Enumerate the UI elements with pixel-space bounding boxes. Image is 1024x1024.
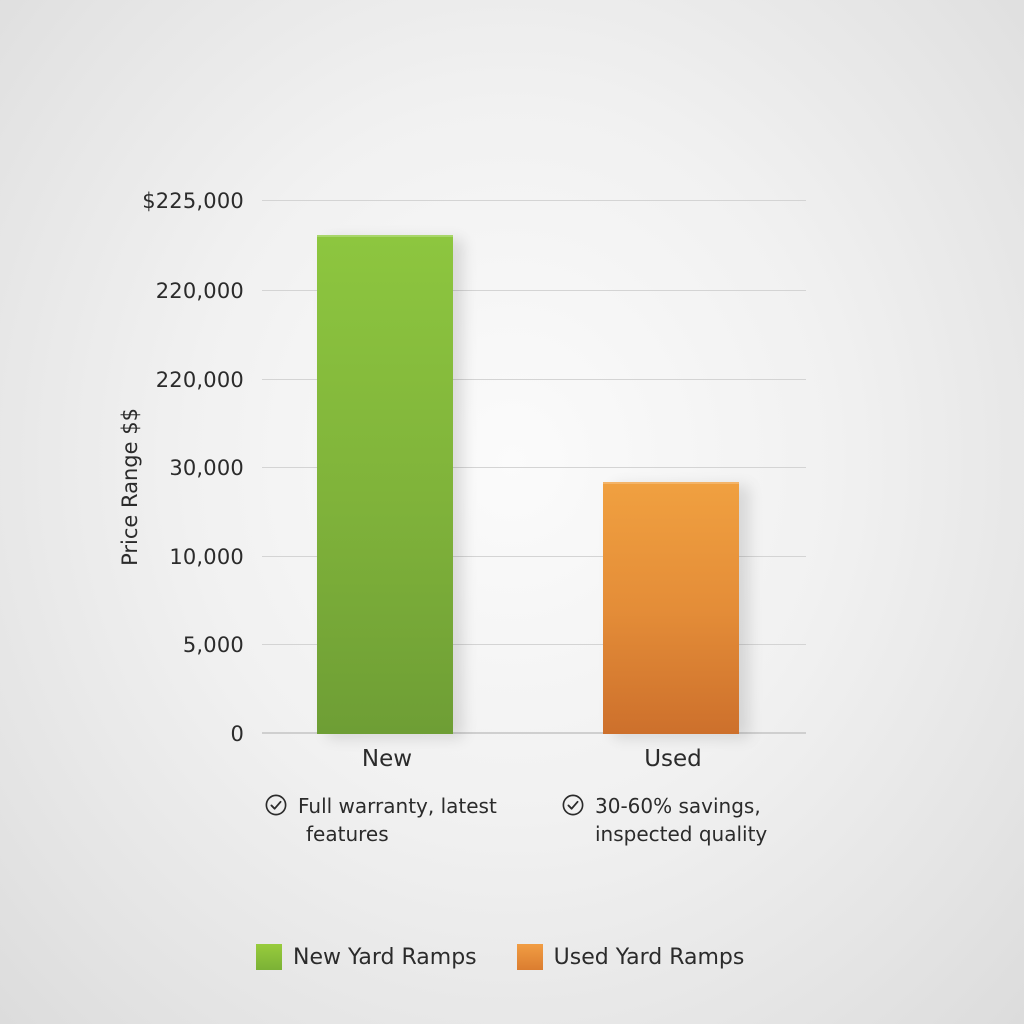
bar-used-yard-ramps [603,482,739,734]
x-category-label-used: Used [644,746,702,772]
gridline [262,379,806,380]
legend-swatch-green [256,944,282,970]
legend: New Yard Ramps Used Yard Ramps [256,944,784,970]
y-tick-label: $225,000 [142,189,244,213]
check-circle-icon [265,794,287,816]
bar-new-yard-ramps [317,235,453,734]
x-category-label-new: New [361,746,413,772]
y-axis-title: Price Range $$ [118,408,142,566]
gridline [262,467,806,468]
y-tick-label: 30,000 [169,456,244,480]
note-new-line1: Full warranty, latest [298,794,497,818]
note-new: Full warranty, latest features [265,792,497,848]
gridline [262,290,806,291]
check-circle-icon [562,794,584,816]
note-used-line2: inspected quality [595,822,768,846]
y-tick-label: 220,000 [155,368,244,392]
gridline [262,200,806,201]
legend-item-new-yard-ramps: New Yard Ramps [256,944,477,970]
gridline [262,556,806,557]
gridline [262,644,806,645]
y-tick-label: 10,000 [169,545,244,569]
y-tick-label: 5,000 [182,633,244,657]
legend-item-used-yard-ramps: Used Yard Ramps [516,944,745,970]
x-axis-baseline [262,732,806,734]
note-new-line2: features [306,822,389,846]
legend-swatch-orange [516,944,543,970]
note-used-line1: 30-60% savings, [595,794,761,818]
y-tick-label: 220,000 [155,279,244,303]
y-tick-label: 0 [230,722,244,746]
legend-label: New Yard Ramps [293,944,477,970]
note-used: 30-60% savings, inspected quality [562,792,767,848]
legend-label: Used Yard Ramps [553,944,745,970]
